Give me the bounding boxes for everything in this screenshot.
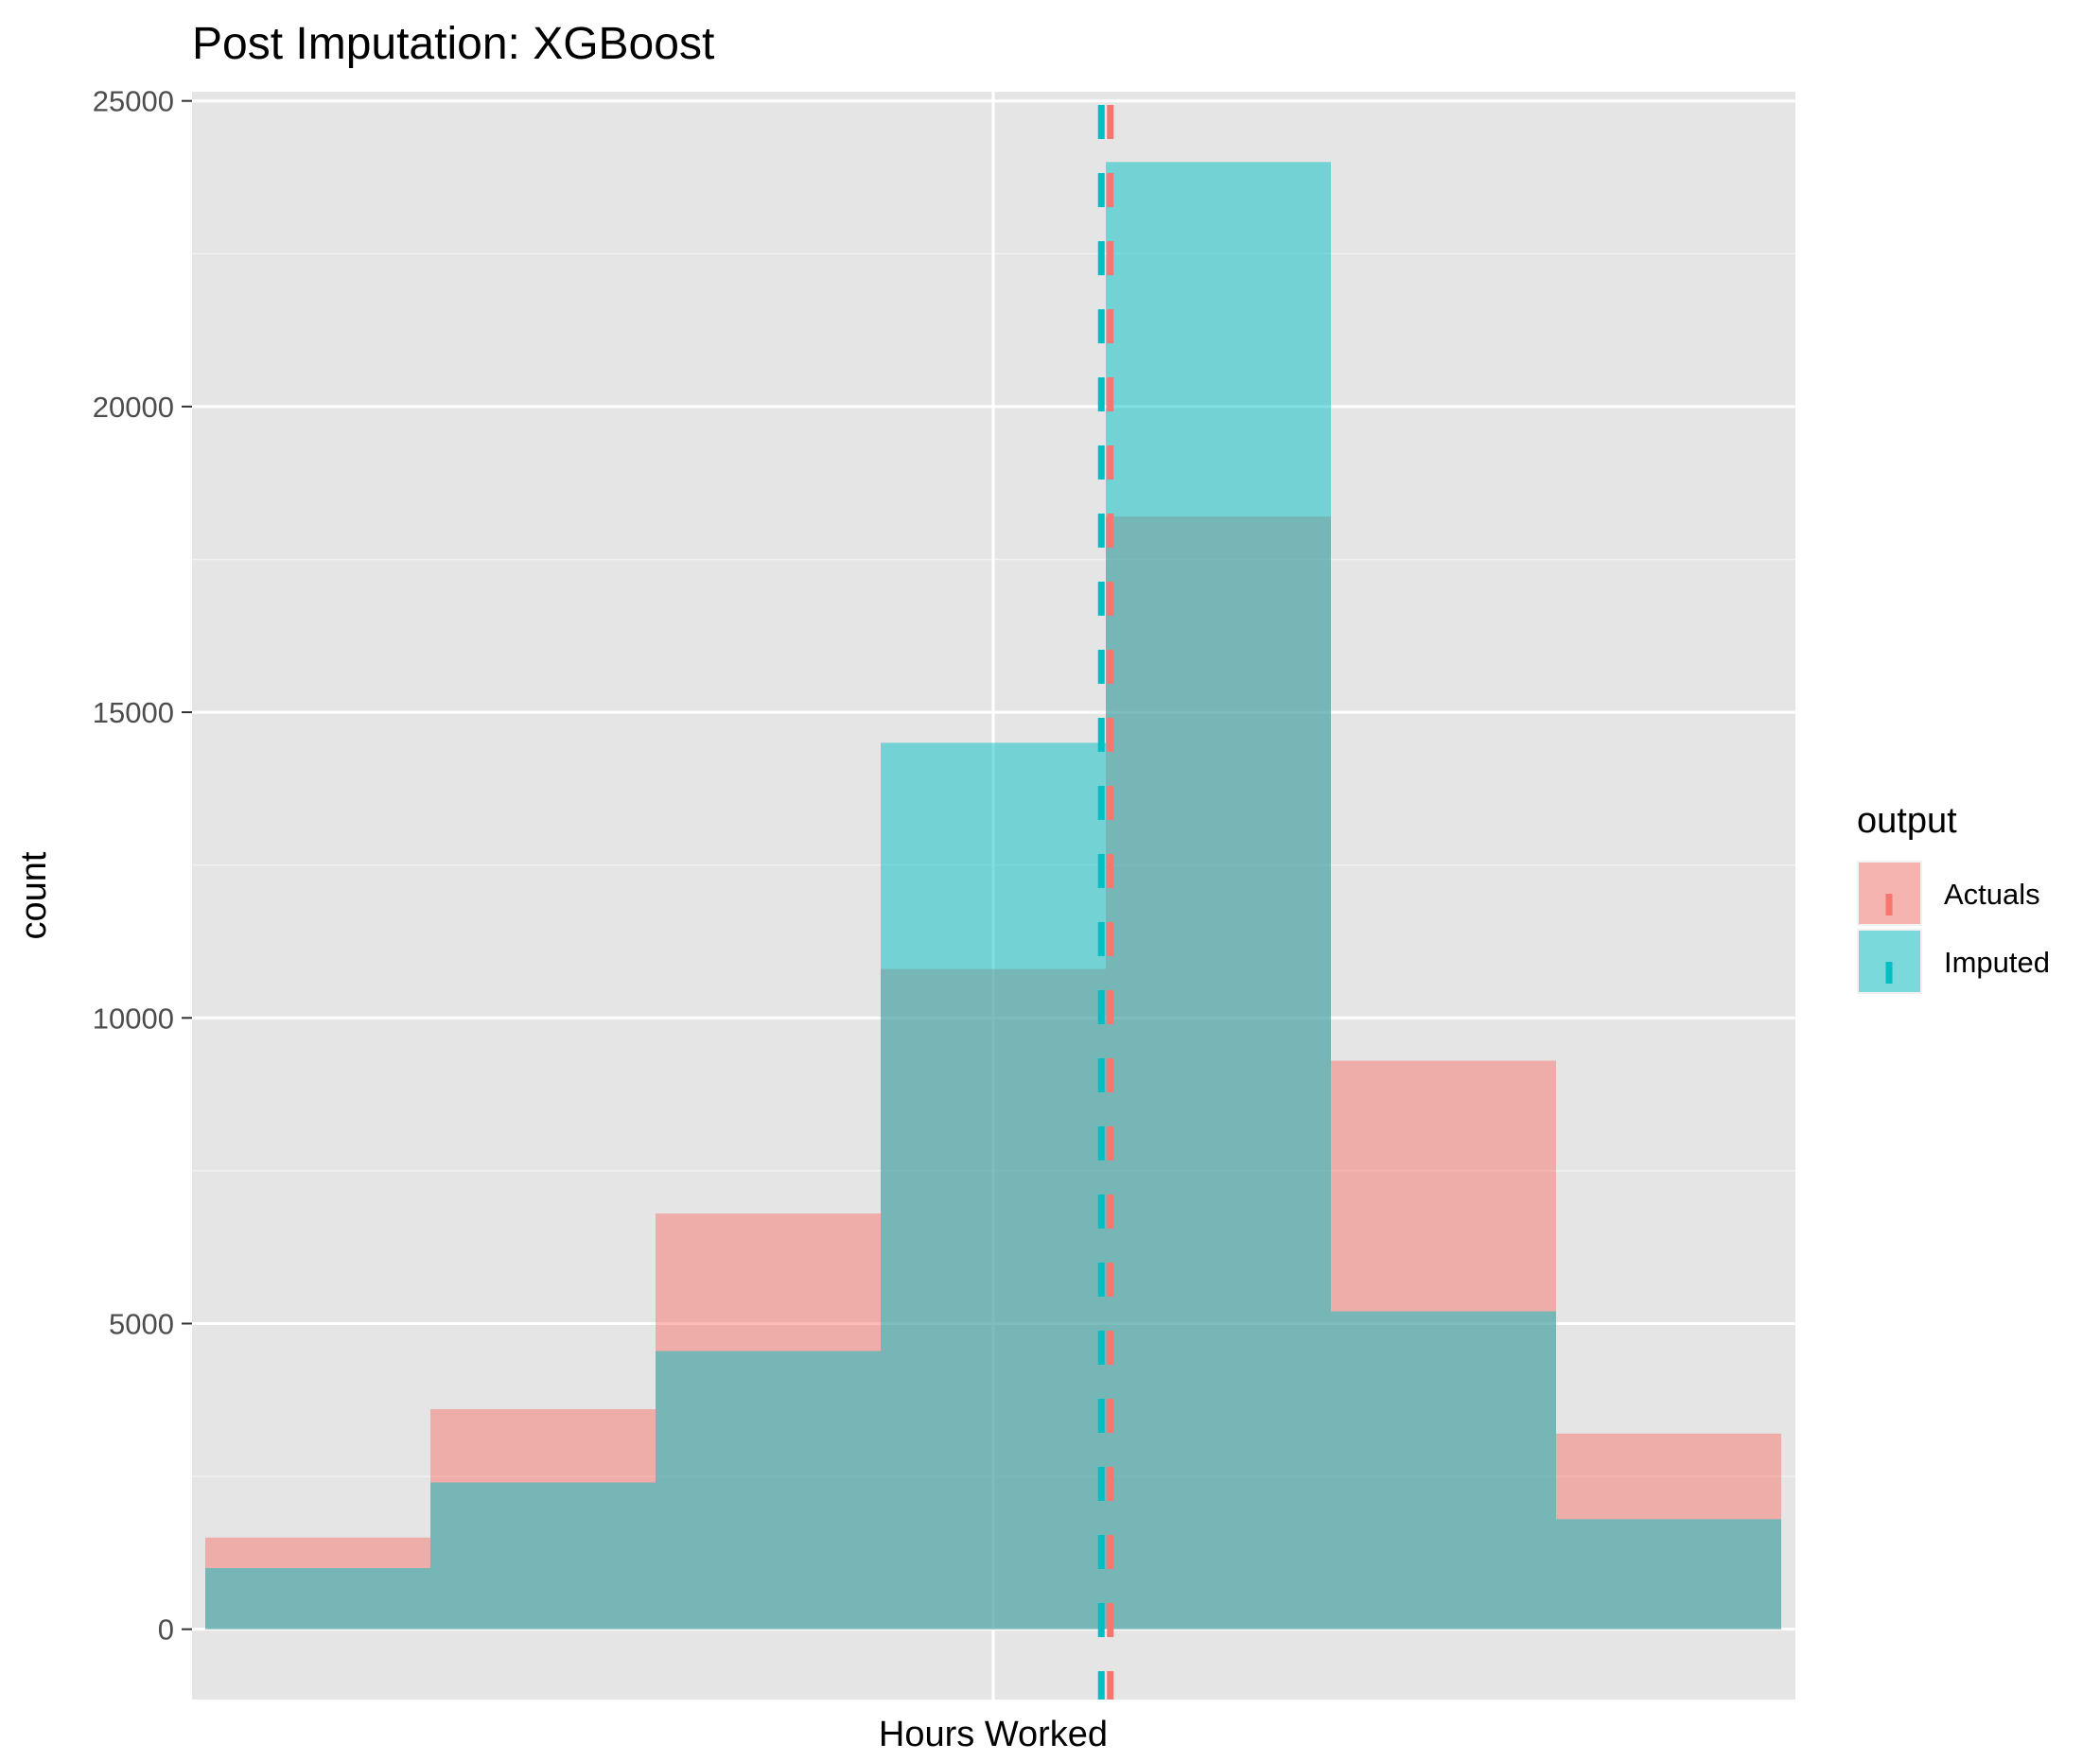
y-axis: 0 5000 10000 15000 20000 25000 (93, 85, 192, 1647)
y-tick-label: 15000 (93, 696, 174, 729)
y-axis-label: count (14, 851, 54, 939)
chart-title: Post Imputation: XGBoost (192, 19, 714, 69)
histogram-bars (205, 162, 1781, 1630)
legend-title: output (1857, 801, 1957, 841)
x-axis-label: Hours Worked (879, 1715, 1108, 1754)
y-tick-label: 25000 (93, 85, 174, 118)
bar-imputed-2 (430, 1482, 656, 1630)
bar-imputed-4 (881, 742, 1106, 1630)
legend-label-imputed: Imputed (1944, 946, 2050, 979)
y-tick-label: 10000 (93, 1002, 174, 1035)
y-tick-label: 0 (158, 1613, 174, 1647)
bar-imputed-7 (1556, 1519, 1781, 1630)
legend-label-actuals: Actuals (1944, 878, 2040, 911)
y-tick-label: 5000 (109, 1307, 174, 1340)
y-tick-label: 20000 (93, 391, 174, 424)
bar-imputed-5 (1106, 162, 1331, 1630)
bar-imputed-6 (1331, 1311, 1556, 1630)
bar-imputed-3 (656, 1351, 881, 1630)
legend: output Actuals Imputed (1857, 801, 2050, 994)
bar-imputed-1 (205, 1568, 430, 1630)
